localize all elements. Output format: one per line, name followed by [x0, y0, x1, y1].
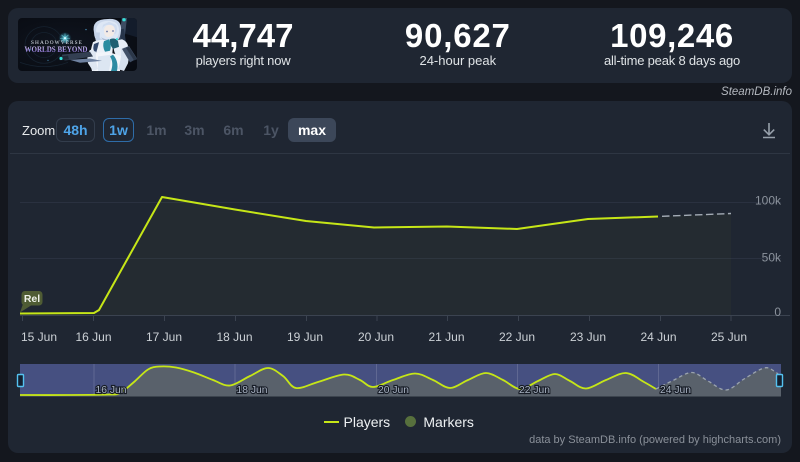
svg-text:22 Jun: 22 Jun — [499, 330, 535, 344]
svg-text:WORLDS BEYOND: WORLDS BEYOND — [25, 44, 88, 54]
svg-text:22 Jun: 22 Jun — [519, 385, 550, 396]
svg-text:20 Jun: 20 Jun — [358, 330, 394, 344]
svg-text:16 Jun: 16 Jun — [96, 385, 127, 396]
svg-text:Rel: Rel — [24, 293, 40, 305]
svg-text:18 Jun: 18 Jun — [216, 330, 252, 344]
svg-text:0: 0 — [774, 305, 781, 319]
svg-text:24 Jun: 24 Jun — [660, 385, 691, 396]
svg-text:24 Jun: 24 Jun — [640, 330, 676, 344]
svg-text:19 Jun: 19 Jun — [287, 330, 323, 344]
svg-text:20 Jun: 20 Jun — [378, 385, 409, 396]
svg-text:18 Jun: 18 Jun — [237, 385, 268, 396]
svg-text:17 Jun: 17 Jun — [146, 330, 182, 344]
svg-text:21 Jun: 21 Jun — [428, 330, 464, 344]
svg-text:15 Jun: 15 Jun — [21, 330, 57, 344]
svg-text:SHADOWVERSE: SHADOWVERSE — [31, 40, 83, 46]
svg-text:23 Jun: 23 Jun — [570, 330, 606, 344]
svg-text:25 Jun: 25 Jun — [711, 330, 747, 344]
svg-text:100k: 100k — [755, 194, 782, 208]
svg-text:50k: 50k — [762, 251, 782, 265]
svg-text:16 Jun: 16 Jun — [75, 330, 111, 344]
